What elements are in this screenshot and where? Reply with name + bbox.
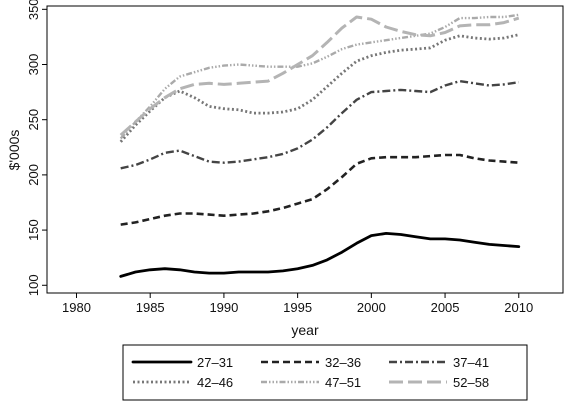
series-line-2 — [120, 153, 519, 226]
legend-label-4: 42–46 — [197, 375, 233, 390]
plot-area-frame — [46, 5, 564, 294]
x-tick-label: 2000 — [357, 300, 386, 315]
y-tick-label: 350 — [26, 0, 41, 20]
legend-label-6: 52–58 — [453, 375, 489, 390]
x-tick-label: 2005 — [431, 300, 460, 315]
legend-label-3: 37–41 — [453, 355, 489, 370]
x-axis-title: year — [291, 322, 319, 338]
legend-label-5: 47–51 — [325, 375, 361, 390]
y-tick-label: 150 — [26, 219, 41, 241]
series-line-4 — [119, 33, 520, 143]
y-axis: 100 150 200 250 300 350 — [26, 0, 47, 296]
x-tick-label: 1985 — [136, 300, 165, 315]
legend: 27–31 32–36 37–41 42–46 47–51 52–58 — [131, 355, 489, 390]
legend-label-2: 32–36 — [325, 355, 361, 370]
series-line-6 — [119, 15, 520, 137]
x-tick-label: 1995 — [283, 300, 312, 315]
y-tick-label: 200 — [26, 164, 41, 186]
x-tick-label: 1990 — [209, 300, 238, 315]
x-tick-label: 1980 — [62, 300, 91, 315]
series-group — [119, 13, 521, 278]
y-axis-title: $'000s — [6, 130, 22, 171]
y-tick-label: 300 — [26, 54, 41, 76]
x-tick-label: 2010 — [504, 300, 533, 315]
y-tick-label: 100 — [26, 274, 41, 296]
series-line-1 — [119, 231, 521, 278]
x-axis: 1980 1985 1990 1995 2000 2005 2010 — [62, 293, 533, 315]
legend-box — [122, 344, 528, 401]
y-tick-label: 250 — [26, 109, 41, 131]
legend-label-1: 27–31 — [197, 355, 233, 370]
series-line-3 — [120, 79, 519, 170]
series-line-5 — [119, 13, 519, 140]
